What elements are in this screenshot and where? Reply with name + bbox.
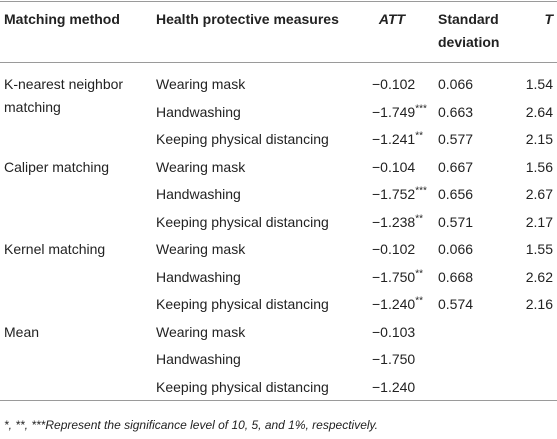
measure-cell: Handwashing	[156, 103, 241, 120]
att-cell: −0.104	[372, 158, 416, 175]
sd-cell: 0.574	[438, 296, 474, 312]
method-cell: K-nearest neighbor matching	[4, 76, 124, 115]
bottom-rule	[0, 400, 557, 401]
significance: **	[415, 267, 424, 279]
measure-cell: Handwashing	[156, 268, 241, 285]
att-cell: −1.750	[372, 351, 416, 367]
header-measure: Health protective measures	[156, 11, 339, 27]
att-cell: −0.103	[372, 323, 416, 340]
att-cell: −1.238**	[372, 212, 424, 230]
measure-cell: Wearing mask	[156, 76, 246, 92]
att-cell: −1.240**	[372, 295, 424, 312]
t-cell: 2.16	[525, 296, 553, 312]
top-rule	[0, 1, 557, 2]
significance: ***	[415, 185, 427, 197]
significance: **	[415, 295, 424, 307]
method-cell: Mean	[4, 323, 40, 340]
sd-cell: 0.066	[438, 241, 474, 257]
significance: **	[415, 130, 424, 142]
significance: **	[415, 212, 424, 224]
att-cell: −1.749***	[372, 102, 427, 120]
significance: ***	[415, 102, 427, 114]
method-cell: Kernel matching	[4, 241, 106, 257]
t-cell: 2.67	[525, 186, 553, 202]
sd-cell: 0.668	[438, 268, 474, 285]
t-cell: 1.55	[525, 241, 553, 257]
measure-cell: Wearing mask	[156, 323, 246, 340]
header-sd: Standard deviation	[438, 11, 500, 50]
measure-cell: Handwashing	[156, 351, 241, 367]
att-cell: −1.752***	[372, 185, 427, 202]
header-att: ATT	[378, 11, 406, 27]
sd-cell: 0.571	[438, 213, 474, 230]
footnote: *, **, ***Represent the significance lev…	[4, 418, 378, 432]
sd-cell: 0.066	[438, 76, 474, 92]
t-cell: 2.17	[525, 213, 553, 230]
att-cell: −1.750**	[372, 267, 424, 285]
measure-cell: Handwashing	[156, 186, 241, 202]
att-cell: −1.241**	[372, 130, 424, 147]
method-cell: Caliper matching	[4, 158, 110, 175]
measure-cell: Keeping physical distancing	[156, 213, 329, 230]
att-cell: −0.102	[372, 76, 416, 92]
measure-cell: Keeping physical distancing	[156, 296, 329, 312]
header-t: T	[544, 11, 553, 27]
sd-cell: 0.656	[438, 186, 474, 202]
t-cell: 1.56	[525, 158, 553, 175]
att-cell: −1.240	[372, 378, 416, 395]
header-method: Matching method	[4, 11, 120, 27]
t-cell: 2.15	[525, 131, 553, 147]
t-cell: 2.64	[525, 103, 553, 120]
header-rule	[0, 62, 557, 63]
t-cell: 1.54	[525, 76, 553, 92]
sd-cell: 0.663	[438, 103, 474, 120]
measure-cell: Keeping physical distancing	[156, 131, 329, 147]
att-cell: −0.102	[372, 241, 416, 257]
measure-cell: Wearing mask	[156, 241, 246, 257]
t-cell: 2.62	[525, 268, 553, 285]
measure-cell: Wearing mask	[156, 158, 246, 175]
measure-cell: Keeping physical distancing	[156, 378, 329, 395]
sd-cell: 0.667	[438, 158, 474, 175]
sd-cell: 0.577	[438, 131, 474, 147]
